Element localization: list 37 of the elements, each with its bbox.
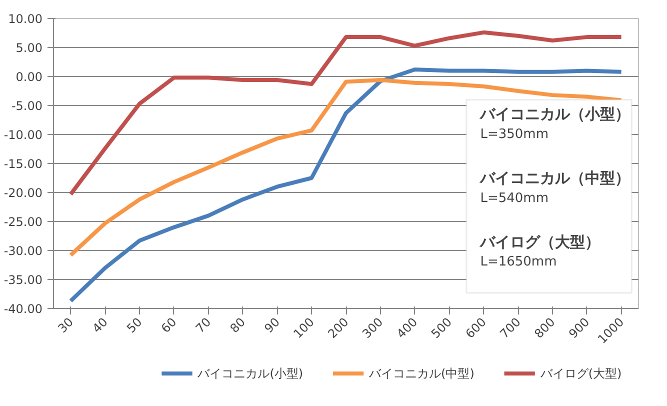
x-tick-label: 60 [158, 314, 180, 336]
annotation: L=540mm [480, 190, 548, 206]
annotation: L=1650mm [480, 254, 557, 270]
x-tick-label: 300 [360, 314, 386, 341]
legend-label: バイログ(大型) [539, 366, 622, 380]
y-tick-label: -25.00 [4, 215, 43, 229]
x-tick-label: 900 [566, 314, 592, 341]
line-series [68, 68, 624, 303]
y-tick-label: 5.00 [16, 41, 42, 55]
annotation: L=350mm [480, 127, 548, 142]
y-tick-label: 0.00 [16, 70, 42, 84]
x-tick-label: 30 [55, 314, 76, 336]
annotation: バイコニカル（中型） [479, 169, 630, 187]
line-series [68, 78, 624, 258]
y-tick-label: -5.00 [11, 99, 43, 113]
x-tick-label: 800 [532, 314, 558, 341]
annotation: バイログ（大型） [479, 232, 600, 251]
x-tick-label: 600 [462, 314, 489, 341]
y-tick-label: -40.00 [4, 302, 43, 316]
x-tick-label: 50 [124, 314, 145, 336]
y-tick-label: -20.00 [4, 186, 43, 200]
x-tick-label: 90 [262, 314, 282, 336]
x-tick-label: 40 [90, 314, 110, 336]
y-tick-label: 10.00 [8, 12, 43, 26]
x-tick-label: 80 [227, 314, 248, 336]
x-tick-label: 700 [497, 314, 524, 341]
x-tick-label: 500 [428, 314, 455, 341]
y-tick-label: -30.00 [4, 244, 43, 258]
legend-label: バイコニカル(中型) [368, 366, 474, 380]
y-tick-label: -35.00 [4, 273, 43, 287]
x-tick-label: 100 [290, 314, 317, 341]
legend-label: バイコニカル(小型) [196, 366, 304, 380]
x-tick-label: 70 [192, 314, 214, 336]
x-tick-label: 400 [394, 314, 420, 341]
annotation: バイコニカル（小型） [479, 105, 630, 124]
y-tick-label: -10.00 [4, 128, 43, 142]
y-tick-label: -15.00 [4, 157, 43, 171]
